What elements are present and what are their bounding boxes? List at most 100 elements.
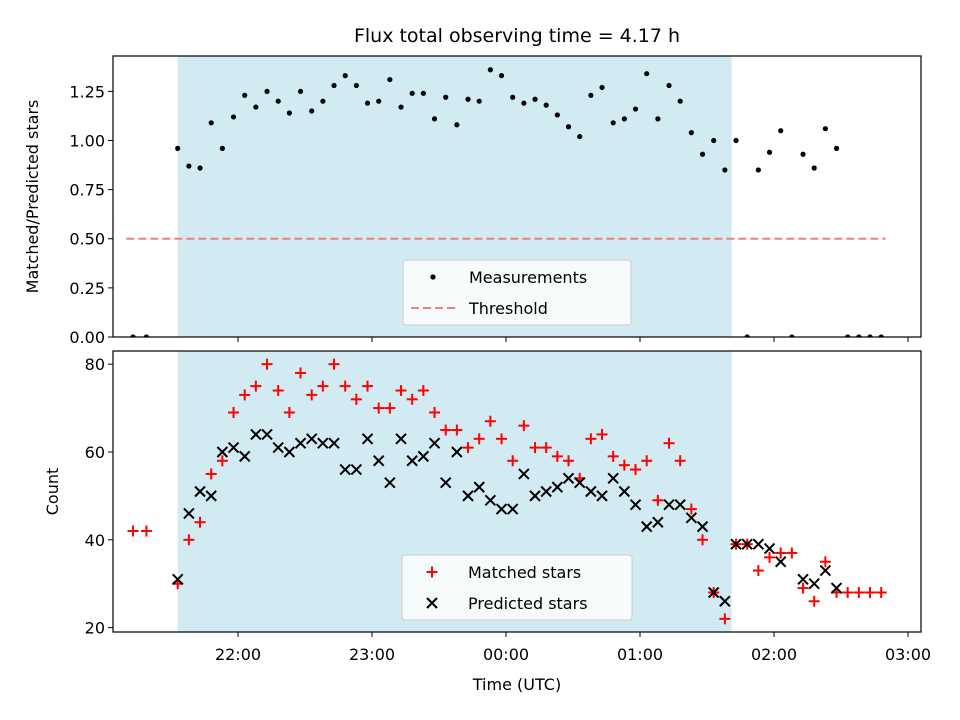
predicted-point — [663, 498, 675, 511]
matched-point — [641, 455, 653, 467]
measurement-point — [454, 122, 460, 128]
measurement-point — [376, 98, 382, 104]
measurement-point — [353, 82, 359, 89]
matched-point — [440, 424, 452, 436]
measurement-point — [242, 92, 248, 98]
legend-label: Threshold — [468, 299, 548, 318]
legend-label: Measurements — [469, 268, 587, 287]
measurement-point — [342, 73, 348, 79]
predicted-point — [741, 538, 753, 550]
measurement-point — [130, 334, 136, 337]
predicted-point — [451, 446, 463, 458]
matched-point — [250, 380, 262, 392]
predicted-point — [283, 446, 296, 458]
matched-point — [563, 455, 575, 467]
predicted-point — [730, 538, 742, 550]
measurement-point — [655, 116, 661, 122]
predicted-point — [372, 455, 385, 467]
measurement-point — [610, 120, 616, 126]
measurement-point — [521, 100, 527, 106]
measurement-point — [677, 98, 683, 104]
measurement-point — [833, 145, 840, 151]
predicted-point — [462, 490, 474, 502]
y-tick-label: 0.00 — [69, 328, 105, 347]
matched-point — [853, 586, 865, 598]
measurement-point — [722, 167, 728, 173]
predicted-point — [629, 498, 642, 511]
measurement-point — [666, 82, 672, 89]
predicted-point — [674, 498, 686, 511]
measurement-point — [800, 151, 806, 157]
matched-point — [697, 534, 709, 546]
measurement-point — [175, 145, 181, 151]
matched-point — [674, 455, 686, 467]
measurement-point — [398, 104, 404, 110]
predicted-point — [618, 485, 631, 498]
y-axis-label: Count — [43, 468, 62, 516]
matched-point — [350, 393, 362, 405]
predicted-point — [774, 556, 787, 568]
legend-label: Matched stars — [468, 563, 581, 582]
bottom-panel: 20 40 60 80 22:00 23:00 00:00 01:00 02:00 03:00 Co… — [43, 350, 931, 664]
measurement-point — [143, 334, 150, 337]
x-axis-label: Time (UTC) — [472, 675, 561, 694]
matched-point — [462, 442, 474, 454]
predicted-point — [707, 586, 720, 599]
plot-area — [127, 358, 887, 625]
measurement-point — [431, 116, 438, 122]
matched-point — [518, 420, 530, 432]
matched-point — [395, 385, 407, 397]
measurement-point — [331, 82, 337, 89]
measurement-point — [286, 110, 292, 116]
measurement-point — [275, 98, 281, 104]
predicted-point — [495, 503, 508, 515]
x-tick-label: 02:00 — [751, 645, 797, 664]
matched-point — [685, 503, 697, 515]
predicted-point — [551, 481, 564, 493]
measurement-point — [253, 104, 259, 110]
matched-point — [261, 358, 273, 370]
measurement-point — [320, 98, 326, 104]
predicted-point — [205, 490, 217, 502]
predicted-point — [518, 468, 530, 480]
predicted-point — [406, 455, 418, 467]
predicted-point — [339, 463, 351, 476]
matched-point — [585, 433, 597, 445]
predicted-point — [238, 450, 251, 463]
predicted-point — [305, 433, 318, 445]
predicted-point — [250, 428, 262, 441]
predicted-point — [763, 542, 776, 555]
matched-point — [663, 437, 675, 449]
matched-point — [339, 380, 351, 392]
matched-point — [496, 433, 508, 445]
measurement-point — [856, 334, 862, 337]
matched-point — [842, 586, 854, 598]
matched-point — [194, 516, 206, 528]
matched-point — [473, 433, 485, 445]
predicted-point — [797, 573, 809, 586]
measurement-point — [510, 94, 516, 100]
measurement-point — [487, 67, 493, 73]
measurement-point — [878, 334, 884, 337]
axes-frame — [112, 55, 922, 338]
measurement-point — [465, 96, 471, 102]
predicted-point — [808, 577, 820, 590]
plot-area — [126, 67, 886, 337]
matched-point — [540, 442, 552, 454]
measurement-point — [644, 71, 650, 77]
matched-point — [306, 389, 318, 401]
matched-point — [808, 595, 820, 607]
measurement-point — [599, 84, 605, 91]
measurement-point — [476, 98, 482, 104]
predicted-point — [350, 463, 363, 476]
matched-point — [373, 402, 385, 414]
measurement-point — [565, 124, 572, 130]
y-tick-label: 1.00 — [69, 131, 105, 150]
matched-point — [183, 534, 195, 546]
measurement-point — [744, 334, 750, 337]
y-tick-label: 0.25 — [69, 279, 105, 298]
legend-box — [402, 259, 632, 326]
matched-point — [228, 406, 240, 418]
chart-title: Flux total observing time = 4.17 h — [354, 25, 680, 47]
matched-point — [618, 459, 630, 471]
